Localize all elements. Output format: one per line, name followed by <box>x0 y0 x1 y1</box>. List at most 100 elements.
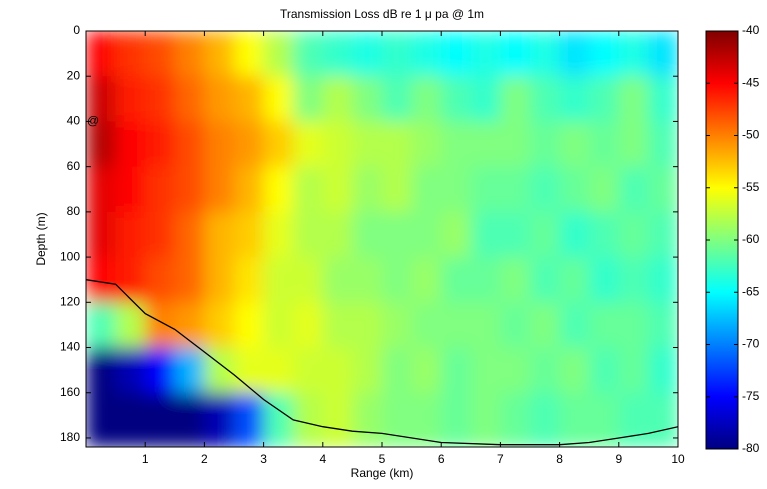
heatmap-cell <box>618 76 649 122</box>
heatmap-cell <box>204 347 235 394</box>
heatmap-cell <box>352 392 383 447</box>
heatmap-cell <box>174 31 205 77</box>
heatmap-cell <box>589 392 620 447</box>
heatmap-cell <box>204 392 235 447</box>
heatmap-cell <box>559 76 590 122</box>
heatmap-cell <box>589 302 620 349</box>
x-tick-label: 2 <box>201 452 208 466</box>
heatmap-cell <box>382 257 413 303</box>
heatmap-cell <box>204 257 235 303</box>
heatmap-cell <box>470 302 501 349</box>
heatmap-cell <box>86 302 117 349</box>
heatmap-cell <box>293 76 324 122</box>
heatmap-cell <box>322 302 353 349</box>
y-tick-label: 160 <box>60 385 80 399</box>
heatmap-cell <box>530 257 561 303</box>
colorbar-tick-label: -75 <box>742 389 760 403</box>
heatmap-cell <box>145 347 176 394</box>
heatmap-cell <box>293 347 324 394</box>
heatmap-cell <box>293 392 324 447</box>
heatmap-cell <box>145 31 176 77</box>
x-tick-label: 9 <box>615 452 622 466</box>
heatmap-cell <box>530 31 561 77</box>
heatmap-cell <box>234 121 265 168</box>
heatmap-cell <box>86 31 117 77</box>
heatmap-cell <box>382 392 413 447</box>
heatmap-cell <box>559 257 590 303</box>
heatmap-cell <box>648 211 678 258</box>
heatmap-cell <box>86 121 117 168</box>
heatmap-cell <box>263 302 294 349</box>
heatmap-cell <box>559 166 590 213</box>
heatmap-cell <box>530 166 561 213</box>
x-tick-label: 4 <box>319 452 326 466</box>
heatmap-cell <box>470 121 501 168</box>
heatmap-cell <box>648 76 678 122</box>
heatmap-cell <box>263 347 294 394</box>
heatmap-cell <box>559 302 590 349</box>
heatmap-cell <box>174 392 205 447</box>
heatmap-cell <box>411 392 442 447</box>
heatmap-cell <box>648 31 678 77</box>
axes: 1 2 3 4 5 6 7 8 9 10020406080100120140160180-40-4… <box>60 23 760 466</box>
heatmap-cell <box>352 121 383 168</box>
colorbar-tick-label: -40 <box>742 23 760 37</box>
heatmap-cell <box>530 76 561 122</box>
heatmap-cell <box>145 392 176 447</box>
heatmap-cell <box>352 211 383 258</box>
heatmap-cell <box>204 76 235 122</box>
heatmap-cell <box>115 121 146 168</box>
heatmap-cell <box>352 76 383 122</box>
heatmap-cell <box>322 166 353 213</box>
y-tick-label: 140 <box>60 340 80 354</box>
y-tick-label: 80 <box>67 204 81 218</box>
heatmap-cell <box>115 392 146 447</box>
heatmap-cell <box>234 31 265 77</box>
x-tick-label: 8 <box>556 452 563 466</box>
heatmap-cell <box>411 31 442 77</box>
heatmap-cell <box>382 121 413 168</box>
heatmap-cell <box>293 211 324 258</box>
heatmap-cell <box>234 76 265 122</box>
heatmap-cell <box>174 347 205 394</box>
heatmap-cell <box>441 347 472 394</box>
heatmap-cell <box>411 302 442 349</box>
heatmap-cell <box>174 121 205 168</box>
chart-title: Transmission Loss dB re 1 μ pa @ 1m <box>280 7 484 21</box>
heatmap-cell <box>500 166 531 213</box>
heatmap-cell <box>145 76 176 122</box>
heatmap-cell <box>500 31 531 77</box>
heatmap-cell <box>322 347 353 394</box>
x-tick-label: 10 <box>671 452 685 466</box>
heatmap-cell <box>618 302 649 349</box>
heatmap-cell <box>470 31 501 77</box>
heatmap-cell <box>145 257 176 303</box>
colorbar-tick-label: -50 <box>742 128 760 142</box>
heatmap-cell <box>293 302 324 349</box>
heatmap-cell <box>500 121 531 168</box>
heatmap-cell <box>115 166 146 213</box>
heatmap-cell <box>618 121 649 168</box>
heatmap-cell <box>589 347 620 394</box>
heatmap-cell <box>500 257 531 303</box>
heatmap-cell <box>470 211 501 258</box>
heatmap-cell <box>204 121 235 168</box>
heatmap-cell <box>86 76 117 122</box>
heatmap-cell <box>382 211 413 258</box>
heatmap-cell <box>293 257 324 303</box>
heatmap-cell <box>352 347 383 394</box>
heatmap-cell <box>618 31 649 77</box>
heatmap-cell <box>500 211 531 258</box>
heatmap-cells <box>86 31 678 447</box>
heatmap-cell <box>648 302 678 349</box>
y-tick-label: 100 <box>60 249 80 263</box>
y-tick-label: 20 <box>67 68 81 82</box>
heatmap-cell <box>559 31 590 77</box>
bathymetry-line <box>86 279 678 446</box>
heatmap-cell <box>441 257 472 303</box>
heatmap-cell <box>648 257 678 303</box>
heatmap-cell <box>441 76 472 122</box>
heatmap-cell <box>648 347 678 394</box>
heatmap-cell <box>263 392 294 447</box>
heatmap-cell <box>648 392 678 447</box>
